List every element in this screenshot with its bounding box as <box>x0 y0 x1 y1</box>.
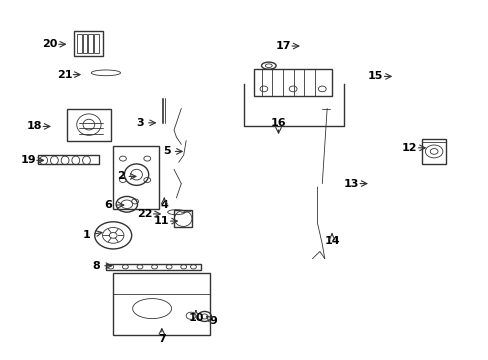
Text: 10: 10 <box>188 312 203 323</box>
Text: 15: 15 <box>367 71 383 81</box>
Text: 13: 13 <box>343 179 358 189</box>
Text: 11: 11 <box>154 216 169 226</box>
Text: 1: 1 <box>82 230 90 240</box>
Text: 4: 4 <box>160 200 168 210</box>
Text: 12: 12 <box>401 143 417 153</box>
Text: 6: 6 <box>104 200 112 210</box>
Text: 5: 5 <box>163 147 170 157</box>
Text: 16: 16 <box>270 118 286 128</box>
Text: 8: 8 <box>92 261 100 271</box>
Text: 22: 22 <box>137 209 152 219</box>
Text: 21: 21 <box>57 69 72 80</box>
Text: 7: 7 <box>158 334 165 344</box>
Text: 3: 3 <box>136 118 143 128</box>
Text: 2: 2 <box>117 171 124 181</box>
Text: 18: 18 <box>27 121 42 131</box>
Text: 9: 9 <box>208 316 216 326</box>
Text: 17: 17 <box>275 41 290 51</box>
Text: 20: 20 <box>42 39 58 49</box>
Text: 14: 14 <box>324 236 339 246</box>
Text: 19: 19 <box>20 156 36 165</box>
